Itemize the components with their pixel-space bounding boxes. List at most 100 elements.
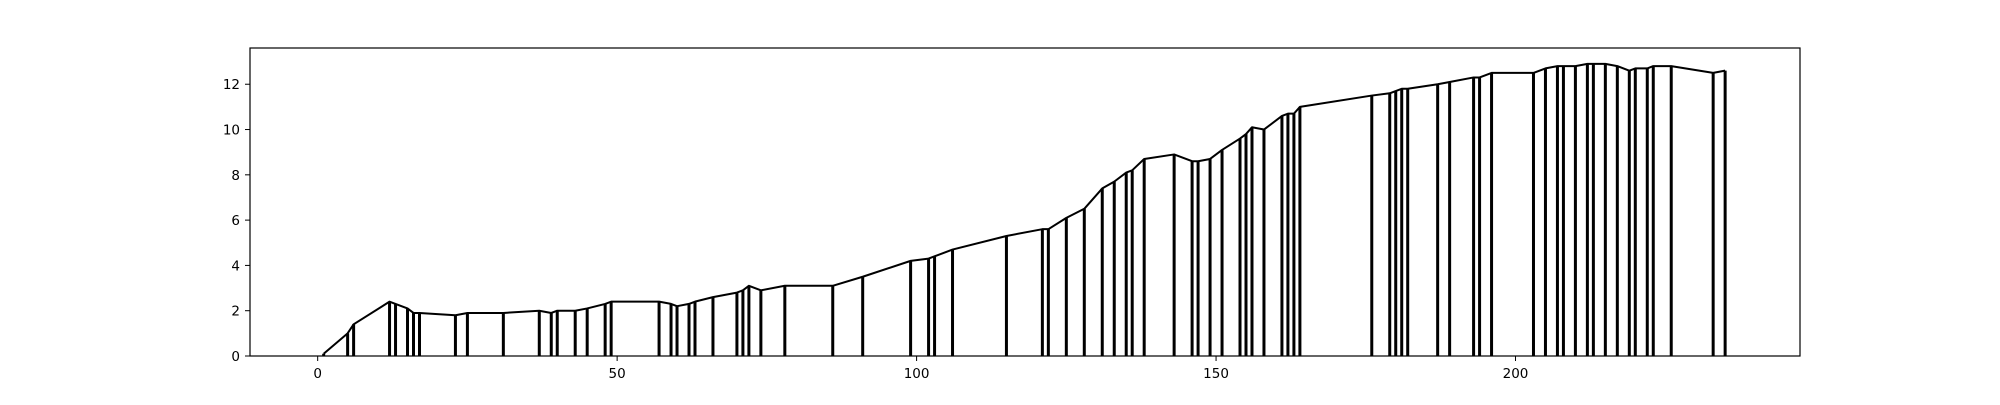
data-point (736, 292, 738, 294)
data-point (1101, 187, 1103, 189)
data-point (1473, 76, 1475, 78)
x-axis-ticks: 0 50 100 150 200 (313, 356, 1528, 382)
y-tick-label: 8 (231, 168, 240, 184)
data-point (1239, 138, 1241, 140)
plot-background (250, 48, 1800, 356)
data-point (1125, 172, 1127, 174)
data-point (353, 323, 355, 325)
data-point (952, 249, 954, 251)
data-point (1083, 208, 1085, 210)
data-point (1065, 217, 1067, 219)
y-tick-label: 4 (231, 258, 240, 274)
data-point (1562, 65, 1564, 67)
data-point (688, 303, 690, 305)
data-point (1407, 88, 1409, 90)
data-point (784, 285, 786, 287)
data-point (1724, 70, 1726, 72)
data-point (1616, 65, 1618, 67)
data-point (1221, 149, 1223, 151)
data-point (910, 260, 912, 262)
x-tick-label: 200 (1503, 366, 1529, 382)
y-axis-ticks: 0 2 4 6 8 10 12 (223, 77, 250, 365)
data-point (1604, 63, 1606, 65)
series-line (323, 62, 1726, 355)
data-point (676, 305, 678, 307)
data-point (389, 301, 391, 303)
y-tick-label: 0 (231, 349, 240, 365)
data-point (550, 312, 552, 314)
data-point (347, 332, 349, 334)
data-point (1574, 65, 1576, 67)
data-point (323, 353, 325, 355)
y-tick-label: 2 (231, 304, 240, 320)
x-tick-label: 0 (313, 366, 322, 382)
data-point (1371, 95, 1373, 97)
data-point (1634, 67, 1636, 69)
data-point (1712, 72, 1714, 74)
plot-frame (249, 47, 1801, 357)
x-tick-label: 100 (904, 366, 930, 382)
x-tick-label: 50 (609, 366, 626, 382)
y-tick-label: 12 (223, 77, 240, 93)
data-point (1556, 65, 1558, 67)
data-point (1395, 90, 1397, 92)
data-point (1287, 113, 1289, 115)
y-tick-label: 10 (223, 123, 240, 139)
data-point (658, 301, 660, 303)
data-point (466, 312, 468, 314)
data-point (1532, 72, 1534, 74)
data-point (760, 289, 762, 291)
data-point (928, 258, 930, 260)
data-point (1628, 70, 1630, 72)
data-point (610, 301, 612, 303)
data-point (1251, 126, 1253, 128)
data-point (1544, 67, 1546, 69)
data-point (574, 310, 576, 312)
data-point (1047, 228, 1049, 230)
data-point (1173, 153, 1175, 155)
data-point (418, 312, 420, 314)
data-point (1197, 160, 1199, 162)
data-point (1143, 158, 1145, 160)
data-point (413, 312, 415, 314)
data-point (712, 296, 714, 298)
data-point (742, 289, 744, 291)
y-tick-label: 6 (231, 213, 240, 229)
data-point (1293, 113, 1295, 115)
data-point (556, 310, 558, 312)
data-point (395, 303, 397, 305)
data-point (1191, 160, 1193, 162)
series-layer (322, 62, 1727, 356)
data-point (1437, 83, 1439, 85)
data-point (748, 285, 750, 287)
data-point (1586, 63, 1588, 65)
data-point (454, 314, 456, 316)
data-point (670, 303, 672, 305)
data-point (862, 276, 864, 278)
data-point (1299, 106, 1301, 108)
data-point (1491, 72, 1493, 74)
data-point (1389, 92, 1391, 94)
data-point (1263, 129, 1265, 131)
data-point (1209, 158, 1211, 160)
data-point (934, 255, 936, 257)
data-point (1652, 65, 1654, 67)
data-point (1281, 115, 1283, 117)
data-point (1479, 76, 1481, 78)
data-point (1005, 235, 1007, 237)
data-point (1670, 65, 1672, 67)
data-point (1449, 81, 1451, 83)
data-point (1113, 181, 1115, 183)
data-point (604, 303, 606, 305)
data-point (694, 301, 696, 303)
data-point (1131, 169, 1133, 171)
data-point (832, 285, 834, 287)
x-tick-label: 150 (1203, 366, 1229, 382)
data-point (502, 312, 504, 314)
data-point (1041, 228, 1043, 230)
data-point (1592, 63, 1594, 65)
data-point (538, 310, 540, 312)
data-point (1646, 67, 1648, 69)
